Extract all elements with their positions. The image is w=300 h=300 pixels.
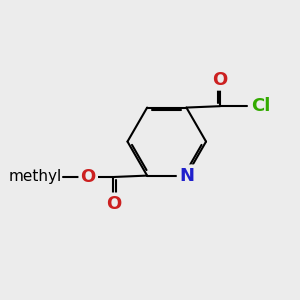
Text: Cl: Cl	[251, 97, 270, 115]
Text: O: O	[81, 168, 96, 186]
Text: O: O	[212, 70, 228, 88]
Text: N: N	[179, 167, 194, 184]
Text: O: O	[106, 195, 121, 213]
Text: methyl: methyl	[8, 169, 61, 184]
